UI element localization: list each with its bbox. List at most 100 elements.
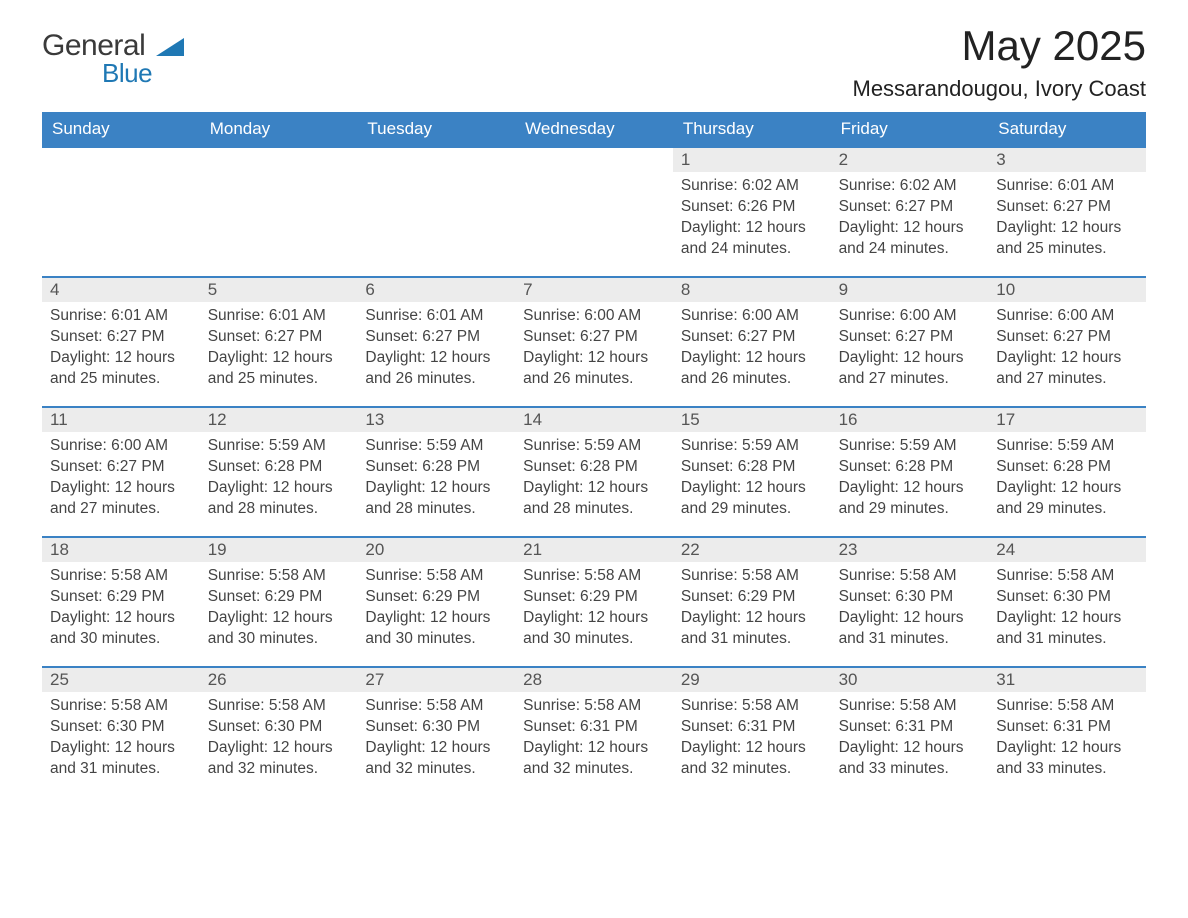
day-number: 18 [42,538,200,562]
daylight-line: Daylight: 12 hours and 27 minutes. [839,348,981,390]
day-cell: 25Sunrise: 5:58 AMSunset: 6:30 PMDayligh… [42,668,200,796]
day-cell: 12Sunrise: 5:59 AMSunset: 6:28 PMDayligh… [200,408,358,536]
day-number: 27 [357,668,515,692]
day-number: 28 [515,668,673,692]
logo-word-blue: Blue [102,61,152,86]
day-details: Sunrise: 5:58 AMSunset: 6:29 PMDaylight:… [200,562,358,650]
sunrise-line: Sunrise: 5:59 AM [996,436,1138,457]
day-cell: 24Sunrise: 5:58 AMSunset: 6:30 PMDayligh… [988,538,1146,666]
day-cell: 3Sunrise: 6:01 AMSunset: 6:27 PMDaylight… [988,148,1146,276]
sunset-line: Sunset: 6:31 PM [681,717,823,738]
sunset-line: Sunset: 6:28 PM [681,457,823,478]
daylight-line: Daylight: 12 hours and 24 minutes. [681,218,823,260]
sunset-line: Sunset: 6:30 PM [208,717,350,738]
sunrise-line: Sunrise: 5:58 AM [523,696,665,717]
weekday-saturday: Saturday [988,112,1146,146]
day-details: Sunrise: 6:00 AMSunset: 6:27 PMDaylight:… [515,302,673,390]
sunset-line: Sunset: 6:28 PM [523,457,665,478]
weeks-container: 1Sunrise: 6:02 AMSunset: 6:26 PMDaylight… [42,146,1146,796]
day-cell: 14Sunrise: 5:59 AMSunset: 6:28 PMDayligh… [515,408,673,536]
day-cell: 29Sunrise: 5:58 AMSunset: 6:31 PMDayligh… [673,668,831,796]
day-number: 23 [831,538,989,562]
day-number: 2 [831,148,989,172]
sunrise-line: Sunrise: 5:58 AM [50,566,192,587]
daylight-line: Daylight: 12 hours and 32 minutes. [681,738,823,780]
sunset-line: Sunset: 6:28 PM [839,457,981,478]
sunset-line: Sunset: 6:30 PM [996,587,1138,608]
daylight-line: Daylight: 12 hours and 31 minutes. [996,608,1138,650]
sunset-line: Sunset: 6:30 PM [839,587,981,608]
daylight-line: Daylight: 12 hours and 27 minutes. [996,348,1138,390]
calendar: SundayMondayTuesdayWednesdayThursdayFrid… [42,112,1146,796]
sunrise-line: Sunrise: 6:00 AM [523,306,665,327]
sunset-line: Sunset: 6:28 PM [996,457,1138,478]
sunrise-line: Sunrise: 6:01 AM [365,306,507,327]
daylight-line: Daylight: 12 hours and 26 minutes. [523,348,665,390]
daylight-line: Daylight: 12 hours and 25 minutes. [208,348,350,390]
day-cell: 22Sunrise: 5:58 AMSunset: 6:29 PMDayligh… [673,538,831,666]
day-details: Sunrise: 6:02 AMSunset: 6:27 PMDaylight:… [831,172,989,260]
day-details: Sunrise: 5:58 AMSunset: 6:30 PMDaylight:… [831,562,989,650]
day-number: 15 [673,408,831,432]
daylight-line: Daylight: 12 hours and 30 minutes. [208,608,350,650]
day-number: 8 [673,278,831,302]
day-cell: 30Sunrise: 5:58 AMSunset: 6:31 PMDayligh… [831,668,989,796]
sunrise-line: Sunrise: 5:58 AM [681,566,823,587]
sunset-line: Sunset: 6:27 PM [365,327,507,348]
day-cell: 13Sunrise: 5:59 AMSunset: 6:28 PMDayligh… [357,408,515,536]
day-details: Sunrise: 5:58 AMSunset: 6:30 PMDaylight:… [200,692,358,780]
day-number: 6 [357,278,515,302]
daylight-line: Daylight: 12 hours and 33 minutes. [996,738,1138,780]
day-cell: 23Sunrise: 5:58 AMSunset: 6:30 PMDayligh… [831,538,989,666]
sunset-line: Sunset: 6:29 PM [681,587,823,608]
day-details: Sunrise: 6:00 AMSunset: 6:27 PMDaylight:… [988,302,1146,390]
day-details: Sunrise: 5:59 AMSunset: 6:28 PMDaylight:… [515,432,673,520]
day-cell: 7Sunrise: 6:00 AMSunset: 6:27 PMDaylight… [515,278,673,406]
day-cell: 26Sunrise: 5:58 AMSunset: 6:30 PMDayligh… [200,668,358,796]
sunrise-line: Sunrise: 6:02 AM [839,176,981,197]
day-cell-empty [515,148,673,276]
sunset-line: Sunset: 6:27 PM [50,457,192,478]
day-number: 22 [673,538,831,562]
day-cell: 31Sunrise: 5:58 AMSunset: 6:31 PMDayligh… [988,668,1146,796]
sunset-line: Sunset: 6:31 PM [839,717,981,738]
sunrise-line: Sunrise: 6:01 AM [208,306,350,327]
sunset-line: Sunset: 6:28 PM [365,457,507,478]
daylight-line: Daylight: 12 hours and 24 minutes. [839,218,981,260]
daylight-line: Daylight: 12 hours and 31 minutes. [50,738,192,780]
day-details: Sunrise: 5:58 AMSunset: 6:31 PMDaylight:… [515,692,673,780]
sunrise-line: Sunrise: 6:00 AM [50,436,192,457]
day-number: 20 [357,538,515,562]
sunrise-line: Sunrise: 6:02 AM [681,176,823,197]
day-details: Sunrise: 5:58 AMSunset: 6:29 PMDaylight:… [673,562,831,650]
day-details: Sunrise: 5:58 AMSunset: 6:31 PMDaylight:… [831,692,989,780]
day-number: 10 [988,278,1146,302]
day-cell: 6Sunrise: 6:01 AMSunset: 6:27 PMDaylight… [357,278,515,406]
day-details: Sunrise: 5:59 AMSunset: 6:28 PMDaylight:… [200,432,358,520]
weekday-monday: Monday [200,112,358,146]
day-cell: 18Sunrise: 5:58 AMSunset: 6:29 PMDayligh… [42,538,200,666]
sunrise-line: Sunrise: 5:58 AM [208,566,350,587]
logo-text: General Blue [42,32,152,85]
day-cell: 19Sunrise: 5:58 AMSunset: 6:29 PMDayligh… [200,538,358,666]
sunrise-line: Sunrise: 6:00 AM [839,306,981,327]
day-number: 16 [831,408,989,432]
sunset-line: Sunset: 6:26 PM [681,197,823,218]
day-details: Sunrise: 6:00 AMSunset: 6:27 PMDaylight:… [42,432,200,520]
day-number: 25 [42,668,200,692]
month-title: May 2025 [853,22,1147,70]
day-cell: 11Sunrise: 6:00 AMSunset: 6:27 PMDayligh… [42,408,200,536]
day-number: 12 [200,408,358,432]
sunrise-line: Sunrise: 5:59 AM [208,436,350,457]
daylight-line: Daylight: 12 hours and 30 minutes. [523,608,665,650]
day-cell: 4Sunrise: 6:01 AMSunset: 6:27 PMDaylight… [42,278,200,406]
sunrise-line: Sunrise: 5:59 AM [681,436,823,457]
day-cell: 5Sunrise: 6:01 AMSunset: 6:27 PMDaylight… [200,278,358,406]
sunrise-line: Sunrise: 5:58 AM [996,566,1138,587]
day-cell: 8Sunrise: 6:00 AMSunset: 6:27 PMDaylight… [673,278,831,406]
day-details: Sunrise: 5:58 AMSunset: 6:30 PMDaylight:… [42,692,200,780]
sunrise-line: Sunrise: 5:58 AM [681,696,823,717]
day-details: Sunrise: 5:59 AMSunset: 6:28 PMDaylight:… [673,432,831,520]
weekday-friday: Friday [831,112,989,146]
weekday-header-row: SundayMondayTuesdayWednesdayThursdayFrid… [42,112,1146,146]
